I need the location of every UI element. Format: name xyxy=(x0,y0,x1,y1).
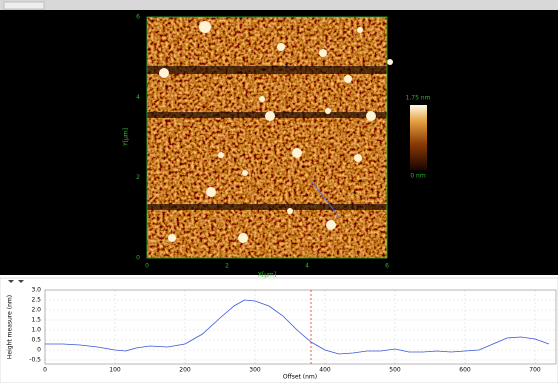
particle xyxy=(199,21,211,33)
particle xyxy=(168,234,176,242)
y-tick-label: 0 xyxy=(37,347,41,354)
particle xyxy=(159,68,169,78)
particle xyxy=(325,108,331,114)
x-tick-label: 300 xyxy=(249,367,261,374)
particle xyxy=(242,170,248,176)
profile-line xyxy=(45,299,550,355)
colorbar-min: 0 nm xyxy=(410,173,426,180)
x-axis-label: Offset (nm) xyxy=(283,374,317,381)
particle xyxy=(218,152,224,158)
afm-texture xyxy=(147,17,387,258)
x-tick-label: 0 xyxy=(43,367,47,374)
y-tick-label: 0.5 xyxy=(31,337,41,344)
particle xyxy=(265,111,275,121)
particle xyxy=(259,96,265,102)
plot-frame xyxy=(44,289,557,365)
x-tick-label: 200 xyxy=(179,367,191,374)
x-tick-label: 400 xyxy=(319,367,331,374)
image-y-tick-label: 0 xyxy=(136,255,140,262)
splitter-arrows[interactable] xyxy=(8,280,24,283)
particle xyxy=(287,208,293,214)
y-axis-label: Y[µm] xyxy=(123,128,130,147)
y-tick-label: 3.0 xyxy=(31,287,41,294)
image-x-tick-label: 6 xyxy=(385,263,389,270)
image-x-tick-label: 4 xyxy=(305,263,309,270)
particle xyxy=(238,233,248,243)
colorbar-max: 1.75 nm xyxy=(406,95,431,102)
x-tick-label: 100 xyxy=(109,367,121,374)
scan-line xyxy=(147,204,387,210)
particle xyxy=(366,111,376,121)
x-axis-label: X[µm] xyxy=(258,272,276,279)
particle xyxy=(354,154,362,162)
profile-panel xyxy=(0,277,558,383)
particle xyxy=(387,59,393,65)
profile-line[interactable] xyxy=(311,181,341,219)
image-y-tick-label: 4 xyxy=(136,94,140,101)
y-tick-label: -0.5 xyxy=(29,357,41,364)
particle xyxy=(357,27,363,33)
scan-line xyxy=(147,66,387,74)
x-tick-label: 600 xyxy=(459,367,471,374)
y-tick-label: 1.5 xyxy=(31,317,41,324)
image-x-tick-label: 0 xyxy=(145,263,149,270)
y-tick-label: 2.0 xyxy=(31,307,41,314)
y-tick-label: 2.5 xyxy=(31,297,41,304)
particle xyxy=(277,43,285,51)
y-tick-label: 1.0 xyxy=(31,327,41,334)
x-tick-label: 500 xyxy=(389,367,401,374)
particle xyxy=(344,75,352,83)
particle xyxy=(319,49,327,57)
tab-strip xyxy=(0,0,558,10)
particle xyxy=(206,187,216,197)
image-y-tick-label: 6 xyxy=(136,14,140,21)
image-x-tick-label: 2 xyxy=(225,263,229,270)
image-y-tick-label: 2 xyxy=(136,174,140,181)
particle xyxy=(292,148,302,158)
x-tick-label: 700 xyxy=(529,367,541,374)
particle xyxy=(326,220,336,230)
afm-image xyxy=(146,16,393,259)
colorbar xyxy=(410,105,427,170)
image-frame xyxy=(146,16,388,259)
y-axis-label: Height measure (nm) xyxy=(7,295,14,359)
tab[interactable] xyxy=(3,1,45,10)
